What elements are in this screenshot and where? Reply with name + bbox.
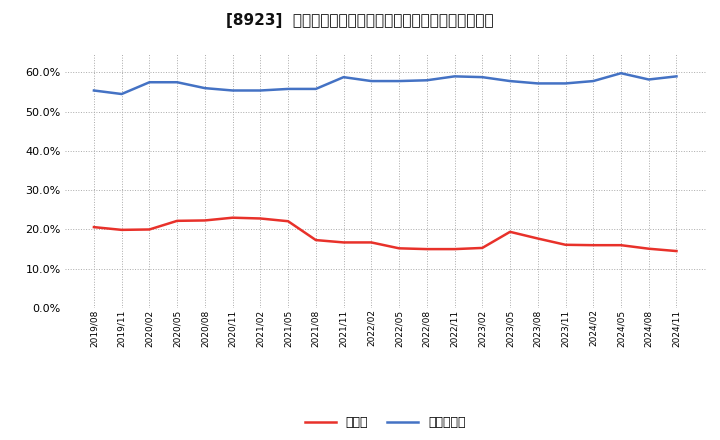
有利子負債 — [228, 88, 237, 93]
有利子負債 — [423, 77, 431, 83]
有利子負債 — [312, 86, 320, 92]
現頲金 — [450, 246, 459, 252]
有利子負債 — [284, 86, 292, 92]
現頲金 — [284, 219, 292, 224]
有利子負債 — [561, 81, 570, 86]
現頲金 — [228, 215, 237, 220]
現頲金 — [312, 238, 320, 243]
現頲金 — [644, 246, 653, 251]
現頲金 — [201, 218, 210, 223]
有利子負債 — [339, 74, 348, 80]
Line: 有利子負債: 有利子負債 — [94, 73, 677, 94]
有利子負債 — [367, 78, 376, 84]
現頲金 — [423, 246, 431, 252]
有利子負債 — [505, 78, 514, 84]
現頲金 — [145, 227, 154, 232]
現頲金 — [616, 242, 625, 248]
有利子負債 — [644, 77, 653, 82]
現頲金 — [672, 249, 681, 254]
有利子負債 — [672, 74, 681, 79]
現頲金 — [478, 245, 487, 250]
有利子負債 — [450, 74, 459, 79]
有利子負債 — [395, 78, 403, 84]
現頲金 — [89, 224, 98, 230]
有利子負債 — [89, 88, 98, 93]
現頲金 — [589, 242, 598, 248]
有利子負債 — [173, 80, 181, 85]
Text: [8923]  現頲金、有利子負債の総資産に対する比率の推移: [8923] 現頲金、有利子負債の総資産に対する比率の推移 — [226, 13, 494, 28]
現頲金 — [117, 227, 126, 232]
現頲金 — [561, 242, 570, 247]
現頲金 — [367, 240, 376, 245]
現頲金 — [505, 229, 514, 235]
現頲金 — [395, 246, 403, 251]
有利子負債 — [616, 70, 625, 76]
Legend: 現頲金, 有利子負債: 現頲金, 有利子負債 — [300, 411, 471, 434]
有利子負債 — [256, 88, 265, 93]
現頲金 — [534, 236, 542, 241]
有利子負債 — [201, 85, 210, 91]
現頲金 — [339, 240, 348, 245]
Line: 現頲金: 現頲金 — [94, 218, 677, 251]
現頲金 — [256, 216, 265, 221]
有利子負債 — [534, 81, 542, 86]
有利子負債 — [145, 80, 154, 85]
有利子負債 — [589, 78, 598, 84]
有利子負債 — [478, 74, 487, 80]
現頲金 — [173, 218, 181, 224]
有利子負債 — [117, 92, 126, 97]
